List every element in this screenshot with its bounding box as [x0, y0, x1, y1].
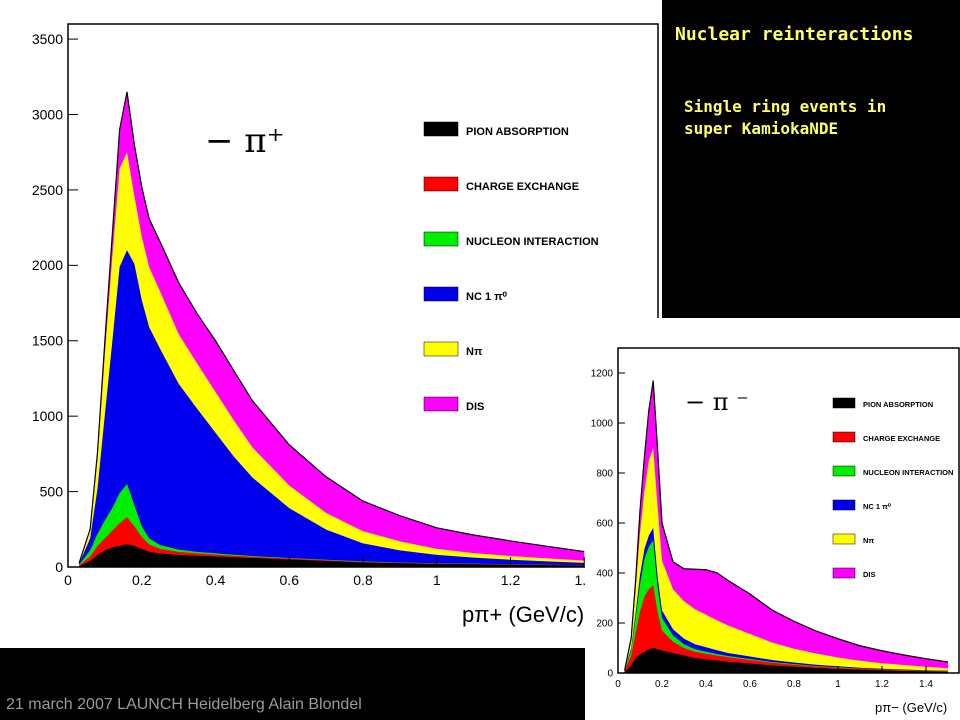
slide-title: Nuclear reinteractions: [675, 24, 914, 45]
x-tick-label: 0: [64, 572, 72, 588]
legend-swatch-dis: [832, 567, 856, 579]
y-tick-label: 500: [40, 483, 64, 499]
chart-pi-plus: 0 500 1000 1500 2000 2500 3000 3500 0 0.2 0.4 0.6 0.…: [32, 23, 659, 627]
plot-frame: [617, 347, 960, 674]
legend-label-nucleon-interaction: NUCLEON INTERACTION: [863, 468, 953, 477]
legend-label-pion-absorption: PION ABSORPTION: [863, 400, 933, 409]
footer-text: 21 march 2007 LAUNCH Heidelberg Alain Bl…: [6, 696, 362, 713]
y-tick-label: 3500: [32, 31, 63, 47]
y-tick-label: 1000: [591, 419, 614, 430]
legend-label-nc-1: NC 1 π⁰: [466, 291, 508, 303]
y-tick-label: 0: [607, 669, 613, 680]
x-tick-label: 1: [835, 679, 841, 690]
legend-swatch-charge-exchange: [832, 431, 856, 443]
y-tick-label: 1000: [32, 408, 63, 424]
chart-pi-minus: 0 200 400 600 800 1000 1200 0 0.2 0.4 0.6 0.8 1 1.2 1.…: [591, 347, 960, 715]
y-tick-label: 3000: [32, 106, 63, 122]
slide-subtitle: Single ring events in super KamiokaNDE: [684, 97, 887, 138]
legend-swatch-pion-absorption: [423, 121, 459, 137]
chart-label-pi-minus: − π ⁻: [685, 388, 749, 416]
x-tick-label: 1.2: [501, 572, 521, 588]
legend-label-nucleon-interaction: NUCLEON INTERACTION: [466, 236, 599, 248]
legend-label-n: Nπ: [863, 536, 874, 545]
legend-swatch-nc-1: [832, 499, 856, 511]
x-tick-label: 1.2: [875, 679, 889, 690]
legend-swatch-charge-exchange: [423, 176, 459, 192]
x-tick-label: 0.8: [353, 572, 373, 588]
legend-label-nc-1: NC 1 π⁰: [863, 502, 892, 511]
legend-swatch-nucleon-interaction: [423, 231, 459, 247]
series-area-n: [624, 448, 948, 673]
legend-label-dis: DIS: [466, 401, 484, 413]
y-tick-label: 800: [596, 469, 613, 480]
legend-swatch-pion-absorption: [832, 397, 856, 409]
y-tick-label: 1500: [32, 333, 63, 349]
legend-swatch-dis: [423, 396, 459, 412]
series-area-dis: [624, 380, 948, 673]
y-tick-label: 1200: [591, 369, 614, 380]
total-outline: [624, 380, 949, 671]
x-axis-label: pπ+ (GeV/c): [462, 602, 584, 627]
x-tick-label: 0.4: [699, 679, 713, 690]
chart-panel-pi-plus: 0 500 1000 1500 2000 2500 3000 3500 0 0.2 0.4 0.6 0.…: [0, 0, 662, 648]
x-tick-label: 0.6: [743, 679, 757, 690]
legend-label-charge-exchange: CHARGE EXCHANGE: [466, 181, 579, 193]
chart-panel-pi-minus: 0 200 400 600 800 1000 1200 0 0.2 0.4 0.6 0.8 1 1.2 1.…: [585, 318, 960, 720]
series-area-pion-absorption: [624, 648, 948, 673]
y-tick-label: 2500: [32, 182, 63, 198]
x-tick-label: 1: [433, 572, 441, 588]
y-tick-label: 2000: [32, 257, 63, 273]
series-area-charge-exchange: [79, 517, 585, 567]
legend-swatch-nucleon-interaction: [832, 465, 856, 477]
total-outline: [78, 91, 585, 564]
x-tick-label: 0.4: [206, 572, 226, 588]
series-area-nc-1: [79, 250, 585, 567]
x-tick-label: 0.6: [280, 572, 300, 588]
legend-swatch-n: [832, 533, 856, 545]
legend-label-n: Nπ: [466, 346, 483, 358]
x-tick-label: 1.4: [919, 679, 933, 690]
x-tick-label: 0: [615, 679, 621, 690]
legend-label-charge-exchange: CHARGE EXCHANGE: [863, 434, 940, 443]
x-tick-label: 0.2: [655, 679, 669, 690]
y-tick-label: 0: [55, 559, 63, 575]
x-tick-label: 0.2: [132, 572, 152, 588]
y-tick-label: 600: [596, 519, 613, 530]
legend-label-dis: DIS: [863, 570, 876, 579]
legend-label-pion-absorption: PION ABSORPTION: [466, 126, 569, 138]
legend-swatch-nc-1: [423, 286, 459, 302]
x-axis-label: pπ− (GeV/c): [875, 700, 947, 715]
x-tick-label: 0.8: [787, 679, 801, 690]
y-tick-label: 200: [596, 619, 613, 630]
y-tick-label: 400: [596, 569, 613, 580]
legend-swatch-n: [423, 341, 459, 357]
series-area-pion-absorption: [79, 544, 585, 567]
chart-label-pi-plus: − π⁺: [205, 121, 285, 161]
